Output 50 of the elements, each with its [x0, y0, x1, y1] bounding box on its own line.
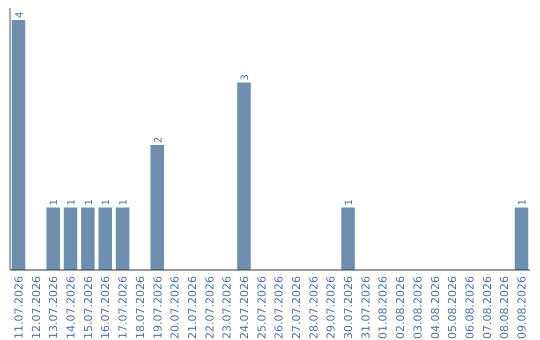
- x-tick-label: 22.07.2026: [203, 276, 216, 339]
- x-tick-label: 13.07.2026: [47, 276, 60, 339]
- x-tick-label: 25.07.2026: [255, 276, 268, 339]
- bar: [150, 145, 164, 270]
- x-tick-label: 05.08.2026: [446, 276, 460, 339]
- x-tick-label: 16.07.2026: [99, 276, 112, 339]
- x-tick-label: 20.07.2026: [168, 276, 182, 339]
- x-tick-label: 06.08.2026: [463, 276, 476, 339]
- data-label: 1: [66, 199, 78, 206]
- data-label: 1: [84, 199, 95, 206]
- x-tick-label: 28.07.2026: [307, 276, 320, 339]
- x-tick-label: 03.08.2026: [411, 276, 424, 339]
- data-label: 2: [153, 136, 164, 143]
- x-tick-label: 12.07.2026: [30, 276, 43, 339]
- x-tick-label: 24.07.2026: [238, 276, 251, 339]
- bar: [341, 208, 355, 270]
- data-label: 1: [518, 199, 528, 206]
- x-tick-label: 21.07.2026: [186, 276, 199, 339]
- bar: [46, 208, 60, 270]
- x-tick-label: 18.07.2026: [134, 276, 147, 339]
- x-tick-label: 08.08.2026: [498, 276, 512, 339]
- x-tick-label: 04.08.2026: [428, 276, 442, 339]
- data-label: 1: [49, 199, 60, 206]
- x-tick-label: 19.07.2026: [151, 276, 164, 339]
- data-label: 3: [240, 74, 251, 80]
- x-tick-label: 29.07.2026: [324, 276, 338, 339]
- x-tick-label: 15.07.2026: [82, 276, 95, 339]
- x-tick-label: 31.07.2026: [359, 276, 372, 339]
- x-tick-label: 27.07.2026: [290, 276, 304, 339]
- data-label: 1: [118, 199, 130, 206]
- x-tick-label: 26.07.2026: [272, 276, 286, 339]
- bar: [237, 82, 251, 270]
- data-label: 1: [344, 199, 356, 206]
- x-tick-label: 30.07.2026: [342, 276, 356, 339]
- data-label: 1: [101, 199, 112, 206]
- bar: [12, 20, 26, 270]
- x-tick-label: 17.07.2026: [116, 276, 130, 339]
- bar: [98, 208, 112, 270]
- x-tick-label: 11.07.2026: [12, 276, 26, 339]
- x-tick-label: 07.08.2026: [480, 276, 494, 339]
- x-tick-label: 01.08.2026: [376, 276, 390, 339]
- x-tick-label: 23.07.2026: [220, 276, 234, 339]
- bar: [116, 208, 130, 270]
- x-tick-label: 09.08.2026: [516, 276, 528, 339]
- bar: [81, 208, 95, 270]
- bar: [514, 208, 528, 270]
- x-tick-label: 14.07.2026: [64, 276, 78, 339]
- x-tick-label: 02.08.2026: [394, 276, 408, 339]
- bar: [64, 208, 78, 270]
- data-label: 4: [14, 12, 26, 18]
